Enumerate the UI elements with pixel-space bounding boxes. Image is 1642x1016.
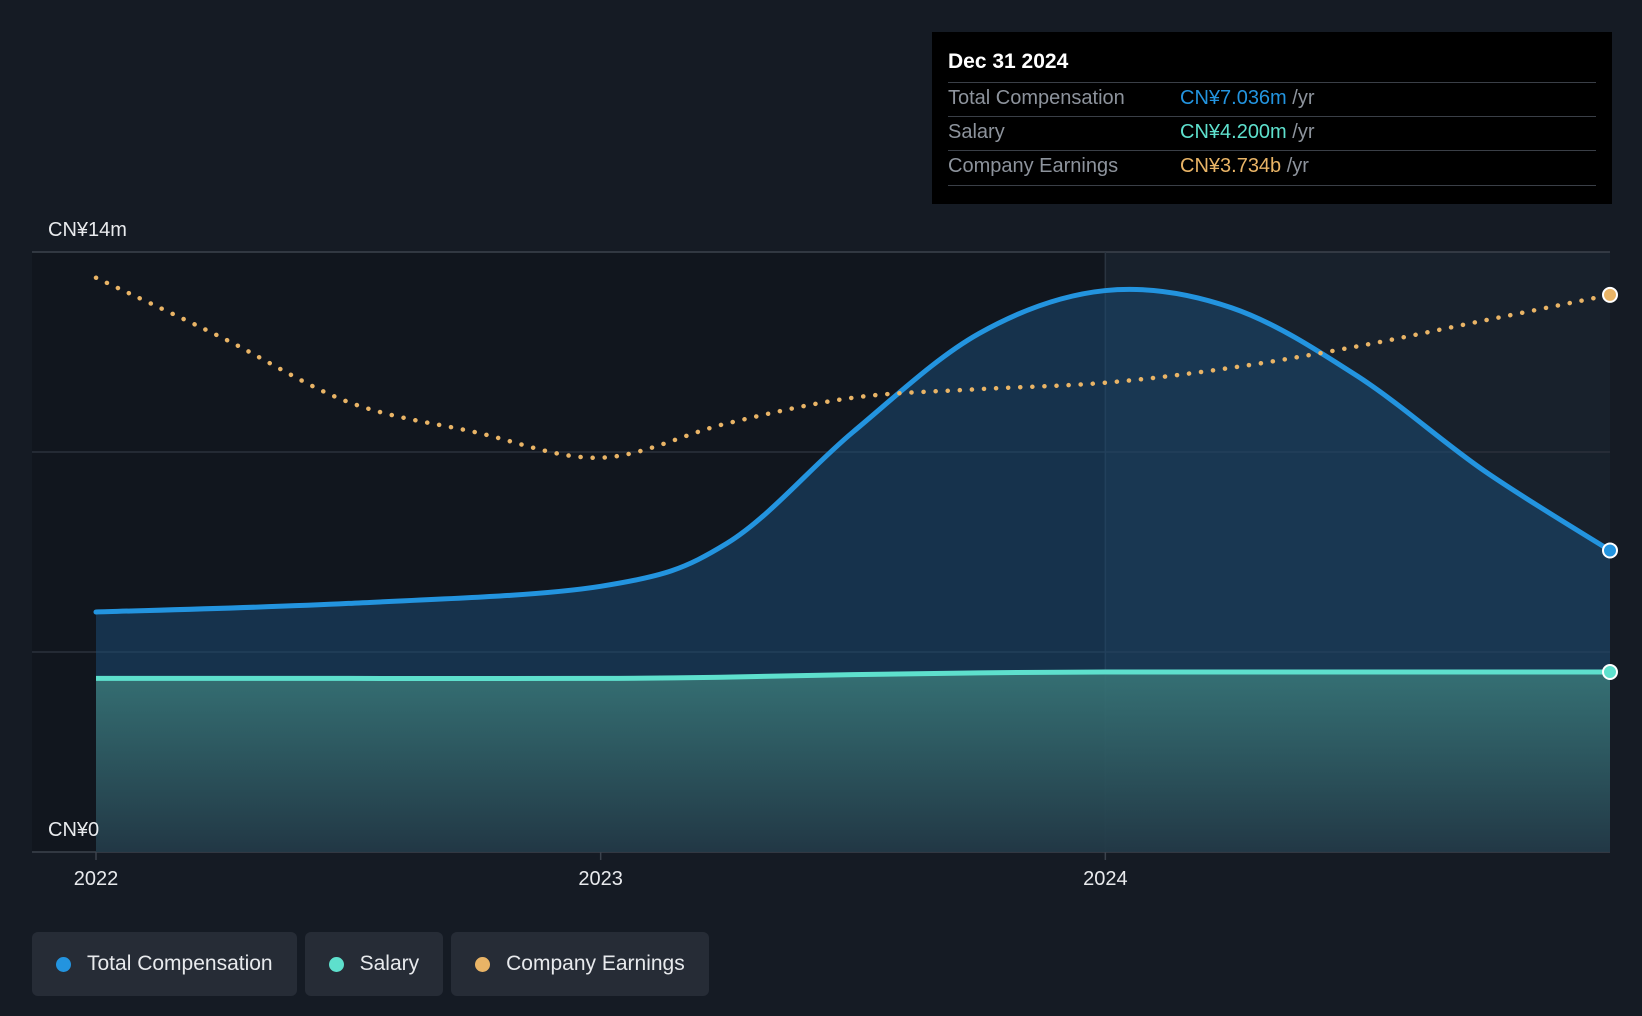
tooltip-label: Company Earnings — [948, 155, 1119, 177]
x-tick-label: 2022 — [74, 868, 119, 890]
tooltip-value-unit: /yr — [1292, 121, 1315, 143]
tooltip-value-unit: /yr — [1286, 155, 1309, 177]
salary-line — [95, 669, 1610, 682]
tooltip-date: Dec 31 2024 — [948, 50, 1069, 73]
tooltip-value-unit: /yr — [1292, 87, 1315, 109]
tooltip-value: CN¥4.200m /yr — [1180, 121, 1315, 144]
company-earnings-point — [1602, 286, 1618, 303]
tooltip-value-number: CN¥4.200m — [1180, 121, 1287, 143]
tooltip-value-number: CN¥3.734b — [1180, 155, 1282, 177]
x-tick-label: 2023 — [578, 868, 623, 890]
legend-dot-icon — [56, 956, 71, 972]
legend-item-total-compensation[interactable]: Total Compensation — [32, 932, 297, 996]
y-tick-label-max: CN¥14m — [48, 219, 127, 241]
legend-dot-icon — [328, 956, 344, 972]
tooltip-value-number: CN¥7.036m — [1180, 87, 1287, 109]
legend: Total Compensation Salary Company Earnin… — [32, 932, 709, 996]
legend-label: Total Compensation — [87, 952, 273, 975]
legend-dot-icon — [475, 956, 491, 972]
company-earnings-line — [93, 275, 1613, 460]
total-compensation-point — [1602, 542, 1618, 559]
total-compensation-line — [93, 286, 1613, 615]
tooltip-row-salary: Salary CN¥4.200m /yr — [948, 116, 1596, 151]
tooltip-label: Salary — [948, 121, 1005, 143]
tooltip-value: CN¥7.036m /yr — [1180, 87, 1315, 110]
tooltip-label: Total Compensation — [948, 87, 1125, 109]
legend-item-salary[interactable]: Salary — [304, 932, 444, 996]
tooltip-row-company-earnings: Company Earnings CN¥3.734b /yr — [948, 150, 1596, 186]
legend-item-company-earnings[interactable]: Company Earnings — [451, 932, 709, 996]
legend-label: Salary — [359, 952, 420, 975]
salary-area — [96, 671, 1610, 852]
tooltip-value: CN¥3.734b /yr — [1180, 155, 1309, 178]
tooltip-panel: Dec 31 2024 Total Compensation CN¥7.036m… — [932, 32, 1612, 204]
y-tick-label-min: CN¥0 — [48, 819, 99, 841]
legend-label: Company Earnings — [506, 952, 685, 975]
tooltip-row-total-compensation: Total Compensation CN¥7.036m /yr — [948, 82, 1596, 117]
x-tick-label: 2024 — [1083, 868, 1128, 890]
salary-point — [1602, 664, 1618, 680]
